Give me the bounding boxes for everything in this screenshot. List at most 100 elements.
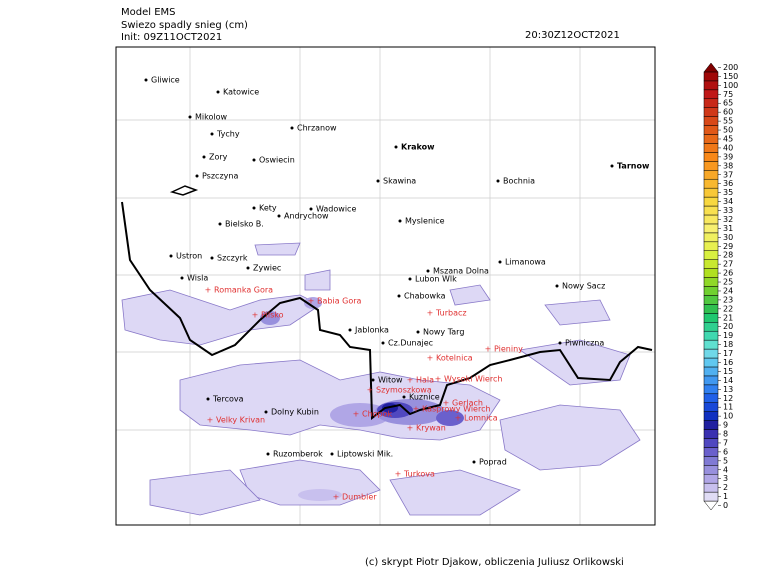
city-dot xyxy=(348,328,352,332)
colorbar-box xyxy=(703,402,719,412)
colorbar-box xyxy=(703,152,719,162)
colorbar-label: 20 xyxy=(723,322,733,331)
colorbar-box xyxy=(703,232,719,243)
colorbar-box xyxy=(703,411,719,421)
colorbar-box xyxy=(703,196,719,207)
peak-marker: + xyxy=(308,297,315,306)
colorbar-label: 21 xyxy=(723,313,733,322)
city-label: Liptowski Mik. xyxy=(337,450,393,459)
city-dot xyxy=(381,341,385,345)
peak-marker: + xyxy=(427,309,434,318)
city-label: Wisla xyxy=(187,274,208,283)
colorbar-box xyxy=(703,420,719,430)
colorbar-label: 11 xyxy=(723,403,733,412)
colorbar-box xyxy=(703,366,719,377)
colorbar-label: 31 xyxy=(723,224,733,233)
colorbar-box xyxy=(703,456,719,466)
city-label: Piwniczna xyxy=(565,339,604,348)
colorbar-box xyxy=(703,143,719,153)
colorbar-box xyxy=(703,465,719,475)
city-dot xyxy=(202,155,206,159)
peak-marker: + xyxy=(207,416,214,425)
city-label: Pszczyna xyxy=(202,172,238,181)
colorbar-box xyxy=(703,322,719,332)
peak-marker: + xyxy=(205,286,212,295)
peak-label: Dumbier xyxy=(342,493,377,502)
colorbar-box xyxy=(703,178,719,189)
city-label: Wadowice xyxy=(316,205,356,214)
colorbar-box xyxy=(703,304,719,314)
city-dot xyxy=(555,284,559,288)
city-dot xyxy=(264,410,268,414)
city-dot xyxy=(496,179,500,183)
colorbar-box xyxy=(703,330,719,341)
colorbar-box xyxy=(703,241,719,251)
city-dot xyxy=(218,222,222,226)
city-dot xyxy=(558,341,562,345)
colorbar-label: 27 xyxy=(723,260,733,269)
colorbar-box xyxy=(703,339,719,350)
city-label: Tarnow xyxy=(617,162,650,171)
colorbar-box xyxy=(703,125,719,135)
colorbar: 0123456789101112131415161718192021222324… xyxy=(703,62,738,511)
city-dot xyxy=(610,164,614,168)
peak-marker: + xyxy=(407,376,414,385)
colorbar-label: 25 xyxy=(723,278,733,287)
city-dot xyxy=(210,132,214,136)
city-label: Oswiecin xyxy=(259,156,295,165)
city-dot xyxy=(206,397,210,401)
city-label: Chabowka xyxy=(404,292,446,301)
colorbar-label: 8 xyxy=(723,430,728,439)
colorbar-box xyxy=(703,223,719,234)
colorbar-box xyxy=(703,107,719,117)
map-title: Swiezo spadly snieg (cm) xyxy=(121,20,248,31)
city-label: Kuznice xyxy=(409,393,440,402)
colorbar-label: 150 xyxy=(723,72,738,81)
city-dot xyxy=(266,452,270,456)
colorbar-box xyxy=(703,491,719,502)
city-label: Krakow xyxy=(401,143,435,152)
peak-marker: + xyxy=(443,399,450,408)
colorbar-label: 1 xyxy=(723,492,728,501)
model-name: Model EMS xyxy=(121,7,176,18)
peak-marker: + xyxy=(413,405,420,414)
city-label: Mikolow xyxy=(195,113,227,122)
city-label: Zory xyxy=(209,153,228,162)
city-dot xyxy=(277,214,281,218)
peak-label: Chopok xyxy=(362,410,393,419)
city-label: Nowy Sacz xyxy=(562,282,605,291)
colorbar-label: 4 xyxy=(723,465,728,474)
city-dot xyxy=(169,254,173,258)
colorbar-box xyxy=(703,89,719,100)
city-dot xyxy=(252,206,256,210)
colorbar-box xyxy=(703,393,719,403)
border-loop xyxy=(169,185,199,196)
colorbar-box xyxy=(703,348,719,359)
peak-label: Szymoszkowa xyxy=(376,386,432,395)
colorbar-label: 40 xyxy=(723,143,733,152)
city-label: Lubon Wlk xyxy=(415,275,457,284)
colorbar-cap xyxy=(703,500,719,511)
colorbar-box xyxy=(703,268,719,278)
colorbar-label: 37 xyxy=(723,170,733,179)
colorbar-box xyxy=(703,214,719,225)
city-dot xyxy=(398,219,402,223)
colorbar-label: 9 xyxy=(723,421,728,430)
city-dot xyxy=(394,145,398,149)
city-dot xyxy=(397,294,401,298)
colorbar-label: 14 xyxy=(723,376,733,385)
peak-marker: + xyxy=(367,386,374,395)
colorbar-box xyxy=(703,295,719,305)
peak-label: Krywan xyxy=(416,424,446,433)
colorbar-box xyxy=(703,438,719,448)
city-dot xyxy=(402,395,406,399)
city-dot xyxy=(180,276,184,280)
city-label: Ruzomberok xyxy=(273,450,323,459)
city-label: Skawina xyxy=(383,177,416,186)
colorbar-label: 28 xyxy=(723,251,733,260)
city-dot xyxy=(371,378,375,382)
city-label: Kety xyxy=(259,204,277,213)
colorbar-label: 12 xyxy=(723,394,733,403)
peak-label: Hala xyxy=(416,376,434,385)
colorbar-box xyxy=(703,134,719,144)
